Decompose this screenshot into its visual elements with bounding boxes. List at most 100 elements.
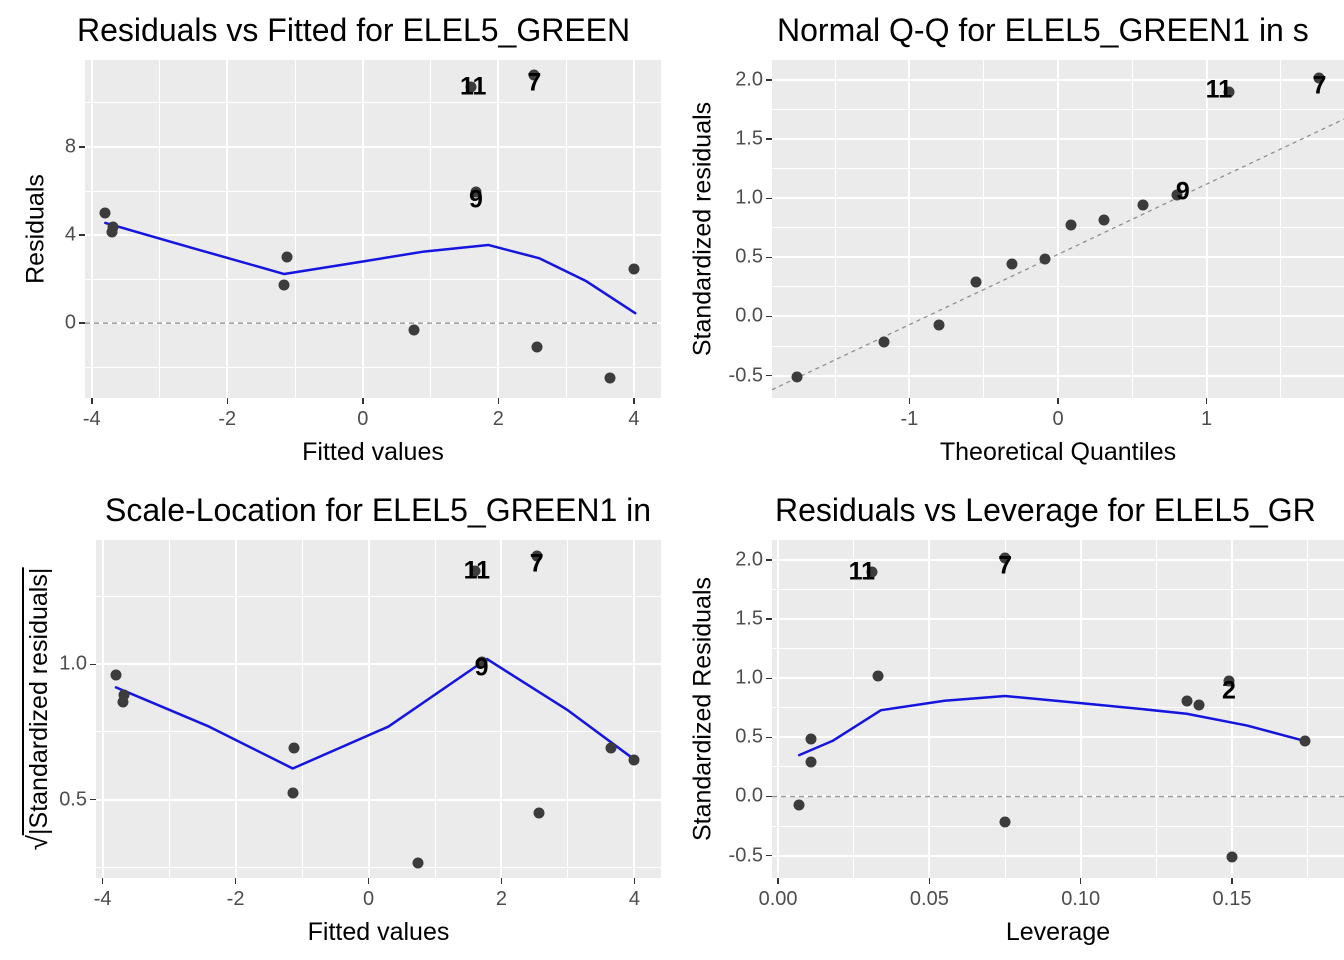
major-gridline	[367, 540, 370, 878]
y-axis-title: Standardized Residuals	[688, 576, 717, 842]
plot-panel: 11 7 2	[772, 540, 1344, 878]
point-label-9: 9	[469, 185, 483, 214]
plot-title-scale-location: Scale-Location for ELEL5_GREEN1 in	[105, 492, 652, 528]
minor-gridline	[565, 60, 567, 398]
line-layer	[772, 694, 1344, 798]
y-tick-label: 1.0	[59, 652, 87, 675]
point-label-11: 11	[1205, 75, 1233, 104]
plot-title-residuals-vs-fitted: Residuals vs Fitted for ELEL5_GREEN	[77, 12, 631, 48]
plot-normal-qq: Normal Q-Q for ELEL5_GREEN1 in s 9 11 7 -1 0…	[672, 0, 1344, 480]
plot-residuals-vs-leverage: Residuals vs Leverage for ELEL5_GR 11 7 2 0…	[672, 480, 1344, 960]
plot-panel: 9 11 7	[771, 60, 1344, 398]
y-tick-mark	[766, 618, 772, 620]
major-gridline	[772, 138, 1344, 141]
x-tick-mark	[928, 878, 931, 884]
y-tick-mark	[766, 677, 772, 680]
data-point	[1006, 258, 1018, 270]
data-point	[118, 689, 130, 701]
x-axis-title: Fitted values	[307, 918, 450, 946]
data-point	[470, 186, 482, 198]
x-tick-mark	[234, 878, 237, 884]
point-label-11: 11	[463, 556, 491, 585]
data-point	[970, 276, 982, 288]
major-gridline	[234, 540, 237, 878]
data-point	[1171, 189, 1183, 201]
x-tick-mark	[777, 878, 779, 884]
minor-gridline	[1280, 60, 1282, 398]
data-point	[805, 756, 817, 768]
data-point	[1299, 735, 1311, 747]
x-tick-label: 0	[1052, 408, 1064, 430]
major-gridline	[361, 60, 364, 398]
x-tick-mark	[908, 398, 911, 404]
minor-gridline	[301, 540, 303, 878]
x-tick-label: 0.10	[1061, 888, 1101, 910]
minor-gridline	[85, 102, 661, 104]
major-gridline	[85, 145, 661, 148]
data-point	[99, 207, 111, 219]
major-gridline	[96, 663, 661, 666]
data-point	[278, 279, 290, 291]
major-gridline	[1205, 60, 1208, 398]
major-gridline	[1231, 540, 1234, 878]
major-gridline	[772, 374, 1344, 377]
x-tick-mark	[500, 878, 503, 884]
data-point	[793, 799, 805, 811]
x-tick-label: 4	[628, 408, 640, 430]
data-point	[999, 816, 1011, 828]
y-tick-mark	[766, 374, 772, 377]
y-tick-label: 1.5	[735, 127, 763, 150]
plot-panel: 11 7 9	[96, 540, 661, 878]
major-gridline	[777, 540, 780, 878]
x-tick-mark	[633, 878, 636, 884]
line-layer	[85, 221, 661, 324]
minor-gridline	[772, 825, 1344, 827]
data-point	[999, 552, 1011, 564]
x-tick-label: 4	[628, 888, 640, 910]
x-tick-label: 0	[362, 888, 375, 910]
data-point	[1098, 214, 1110, 226]
minor-gridline	[430, 60, 432, 398]
data-point	[1226, 851, 1238, 863]
major-gridline	[497, 60, 500, 398]
minor-gridline	[853, 540, 855, 878]
minor-gridline	[772, 648, 1344, 650]
x-tick-label: -4	[93, 888, 112, 910]
y-tick-mark	[79, 234, 85, 236]
y-tick-label: 1.0	[735, 666, 763, 689]
x-axis-title: Fitted values	[302, 438, 444, 466]
x-tick-mark	[101, 878, 104, 884]
major-gridline	[772, 197, 1344, 200]
plot-title-normal-qq: Normal Q-Q for ELEL5_GREEN1 in s	[777, 12, 1309, 48]
data-point	[791, 371, 802, 383]
y-tick-mark	[766, 138, 772, 140]
minor-gridline	[834, 60, 836, 398]
point-label-11: 11	[848, 557, 876, 586]
x-tick-label: 2	[492, 408, 504, 430]
qq-reference-line	[771, 118, 1344, 391]
y-tick-mark	[90, 663, 96, 666]
y-tick-label: -0.5	[728, 364, 763, 387]
y-tick-label: 0.0	[735, 304, 763, 327]
data-point	[528, 69, 540, 81]
smooth-line	[797, 694, 1306, 757]
data-point	[805, 733, 817, 745]
major-gridline	[500, 540, 503, 878]
major-gridline	[633, 540, 636, 878]
y-axis-title: Residuals	[21, 174, 50, 284]
major-gridline	[772, 677, 1344, 680]
major-gridline	[772, 618, 1344, 621]
minor-gridline	[772, 707, 1344, 709]
x-tick-label: -2	[226, 888, 245, 910]
data-point	[412, 857, 424, 869]
minor-gridline	[85, 366, 661, 368]
point-label-9: 9	[474, 653, 489, 682]
minor-gridline	[159, 60, 161, 398]
y-tick-label: 2.0	[735, 68, 763, 91]
y-tick-mark	[766, 736, 772, 739]
y-axis-title: Standardized residuals	[688, 101, 717, 357]
data-point	[110, 669, 122, 681]
major-gridline	[928, 540, 931, 878]
major-gridline	[772, 559, 1344, 562]
minor-gridline	[85, 278, 661, 280]
